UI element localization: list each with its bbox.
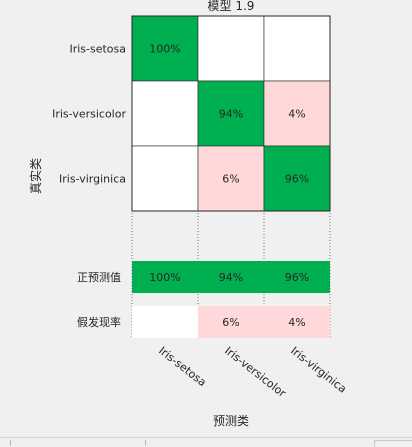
summary-cell-1-2 [264, 306, 330, 338]
matrix-border [131, 15, 331, 212]
matrix-cell-1-1 [197, 80, 265, 147]
matrix-cell-2-0 [131, 145, 199, 212]
summary-cell-0-1 [198, 261, 264, 293]
summary-rows: 正预测值 100% 94% 96% 假发现率 6% 4% [77, 261, 330, 338]
matrix-cell-1-2 [263, 80, 331, 147]
summary-cell-label-0-2: 96% [285, 271, 309, 284]
matrix-cell-label-0-0: 100% [149, 43, 180, 56]
matrix-cell-2-1 [197, 145, 265, 212]
summary-cell-label-1-1: 6% [222, 316, 239, 329]
matrix-cell-0-0 [131, 15, 199, 82]
summary-cell-label-0-1: 94% [219, 271, 243, 284]
summary-cell-1-0 [132, 306, 198, 338]
row-labels: Iris-setosa Iris-versicolor Iris-virginica [52, 43, 126, 186]
column-label-0: Iris-setosa [156, 344, 209, 389]
row-label-2: Iris-virginica [59, 173, 126, 186]
matrix-cell-label-1-2: 4% [288, 108, 305, 121]
row-label-0: Iris-setosa [69, 43, 126, 56]
matrix-cells: 100% 94% 4% 6% 96% [131, 15, 331, 212]
summary-cell-label-0-0: 100% [149, 271, 180, 284]
matrix-cell-1-0 [131, 80, 199, 147]
summary-cell-0-2 [264, 261, 330, 293]
summary-cell-1-1 [198, 306, 264, 338]
bottom-toolbar-strip [0, 437, 412, 447]
chart-title: 模型 1.9 [208, 0, 255, 13]
confusion-matrix-chart: 模型 1.9 100% 94% 4% 6% 96% Iris-setosa Iris-ve… [28, 0, 349, 428]
column-labels: Iris-setosa Iris-versicolor Iris-virginica [156, 344, 349, 400]
y-axis-label: 真实类 [28, 158, 43, 194]
matrix-cell-label-2-1: 6% [222, 173, 239, 186]
row-label-1: Iris-versicolor [52, 108, 126, 121]
column-label-2: Iris-virginica [288, 344, 349, 395]
matrix-cell-0-1 [197, 15, 265, 82]
summary-cell-0-0 [132, 261, 198, 293]
matrix-cell-2-2 [263, 145, 331, 212]
summary-row-label-1: 假发现率 [77, 315, 121, 329]
column-label-1: Iris-versicolor [222, 344, 289, 400]
summary-row-label-0: 正预测值 [77, 271, 121, 284]
matrix-cell-label-2-2: 96% [285, 173, 309, 186]
matrix-cell-0-2 [263, 15, 331, 82]
x-axis-label: 预测类 [213, 414, 249, 428]
matrix-cell-label-1-1: 94% [219, 108, 243, 121]
summary-cell-label-1-2: 4% [288, 316, 305, 329]
